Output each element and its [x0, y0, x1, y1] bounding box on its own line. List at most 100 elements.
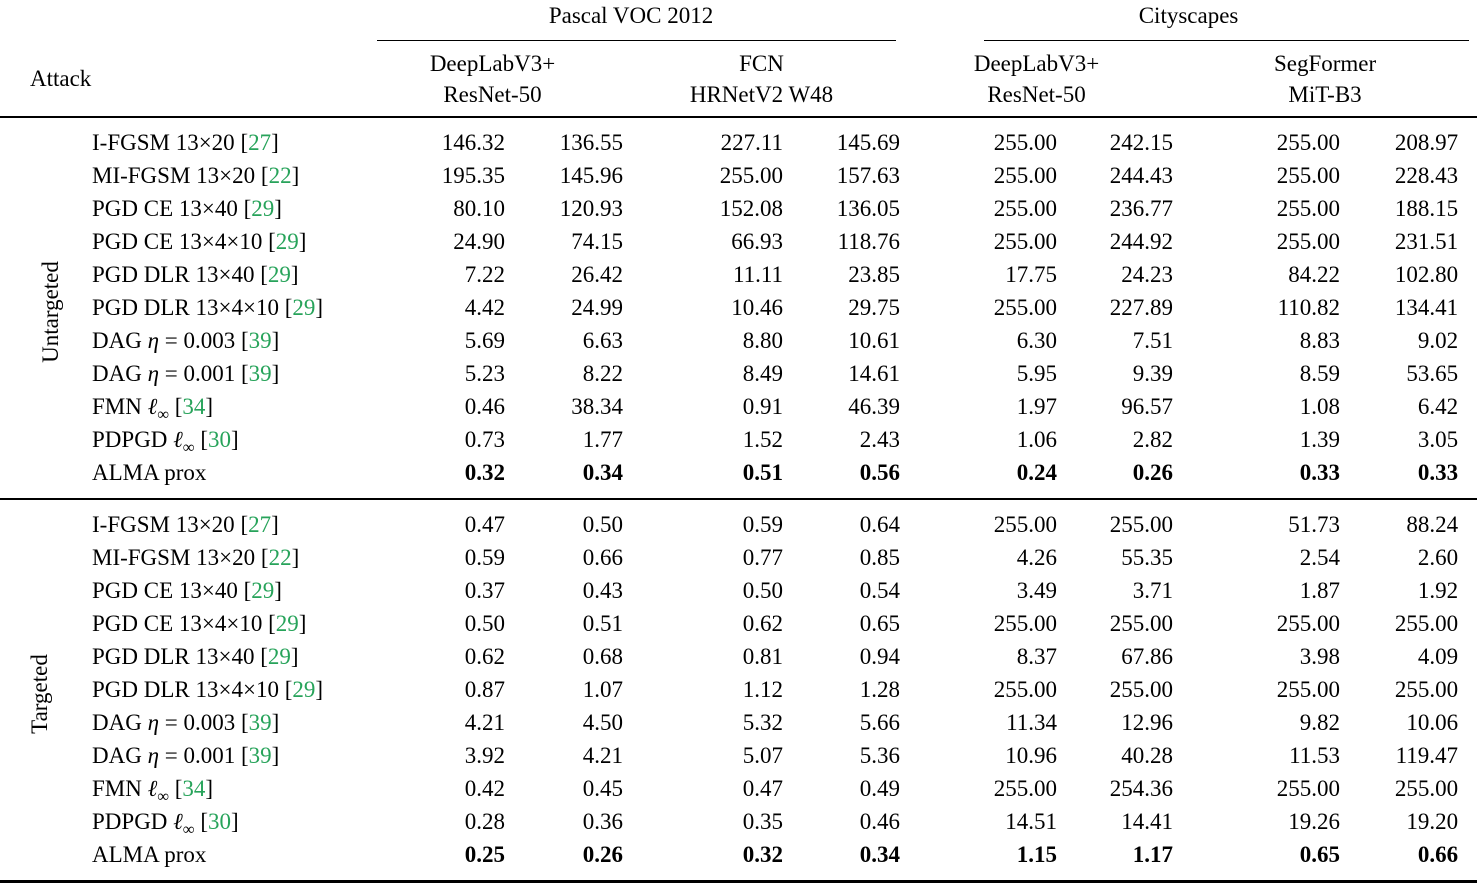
- citation-ref: 22: [268, 544, 292, 570]
- model-backbone-line: ResNet-50: [987, 81, 1086, 107]
- citation-ref: 39: [248, 360, 272, 386]
- value-cell: 14.41: [1121, 808, 1174, 834]
- attack-name: DAG η = 0.001 [39]: [92, 742, 280, 768]
- model-name-line: SegFormer: [1273, 50, 1377, 76]
- value-cell: 0.24: [1016, 459, 1058, 485]
- citation-ref: 34: [182, 775, 206, 801]
- value-cell: 0.64: [859, 511, 901, 537]
- attack-label-part: ALMA prox: [92, 841, 207, 867]
- value-cell: 255.00: [1276, 610, 1341, 636]
- value-cell: 0.65: [1299, 841, 1341, 867]
- value-cell: 23.85: [848, 261, 901, 287]
- attack-name: I-FGSM 13×20 [27]: [92, 511, 279, 537]
- citation-ref: 30: [207, 426, 231, 452]
- value-cell: 255.00: [993, 228, 1058, 254]
- value-cell: 0.66: [1417, 841, 1459, 867]
- value-cell: 1.12: [742, 676, 783, 702]
- table-row: PGD CE 13×40 [29] 0.37 0.43 0.50 0.54 3.49 3.7…: [0, 574, 1477, 607]
- value-cell: 244.92: [1109, 228, 1174, 254]
- table-row: PGD DLR 13×4×10 [29] 4.42 24.99 10.46 29.75 2…: [0, 291, 1477, 324]
- value-cell: 10.06: [1406, 709, 1459, 735]
- value-cell: 0.45: [582, 775, 623, 801]
- value-cell: 1.17: [1132, 841, 1174, 867]
- value-cell: 254.36: [1109, 775, 1174, 801]
- value-cell: 195.35: [441, 162, 505, 188]
- value-cell: 0.28: [464, 808, 505, 834]
- value-cell: 0.32: [464, 459, 505, 485]
- value-cell: 134.41: [1394, 294, 1459, 320]
- attack-label-part: ℓ: [147, 775, 158, 801]
- table-row: FMN ℓ∞ [34] 0.46 38.34 0.91 46.39 1.97 96.57 1.…: [0, 390, 1477, 423]
- model-name-line: FCN: [739, 50, 784, 76]
- value-cell: 24.90: [453, 228, 505, 254]
- attack-label-part: PDPGD: [92, 426, 174, 452]
- attack-name: DAG η = 0.003 [39]: [92, 327, 280, 353]
- value-cell: 12.96: [1121, 709, 1174, 735]
- attack-label-part: DAG: [92, 742, 148, 768]
- value-cell: 255.00: [1276, 775, 1341, 801]
- value-cell: 24.23: [1121, 261, 1174, 287]
- value-cell: 152.08: [719, 195, 783, 221]
- value-cell: 0.73: [464, 426, 505, 452]
- table-row: PGD DLR 13×40 [29] 7.22 26.42 11.11 23.85 17.…: [0, 258, 1477, 291]
- citation-ref: 29: [275, 228, 299, 254]
- value-cell: 4.09: [1417, 643, 1459, 669]
- attack-label-part: I-FGSM 13×20: [92, 129, 235, 155]
- value-cell: 0.59: [464, 544, 505, 570]
- value-cell: 51.73: [1288, 511, 1341, 537]
- citation-ref: 29: [275, 610, 299, 636]
- value-cell: 5.36: [859, 742, 901, 768]
- value-cell: 0.37: [464, 577, 505, 603]
- value-cell: 2.60: [1417, 544, 1459, 570]
- attack-label-part: PGD DLR 13×4×10: [92, 676, 279, 702]
- value-cell: 8.59: [1299, 360, 1341, 386]
- table-row: PDPGD ℓ∞ [30] 0.28 0.36 0.35 0.46 14.51 14.41 1…: [0, 805, 1477, 838]
- value-cell: 5.95: [1016, 360, 1058, 386]
- attack-label-part: η: [147, 327, 160, 353]
- value-cell: 0.46: [859, 808, 901, 834]
- value-cell: 0.65: [859, 610, 901, 636]
- citation-ref: 29: [251, 577, 275, 603]
- citation-ref: 29: [251, 195, 275, 221]
- value-cell: 0.34: [582, 459, 623, 485]
- value-cell: 5.66: [859, 709, 901, 735]
- value-cell: 9.02: [1417, 327, 1459, 353]
- attack-label-part: η: [147, 742, 160, 768]
- attack-name: DAG η = 0.001 [39]: [92, 360, 280, 386]
- table-row: MI-FGSM 13×20 [22] 0.59 0.66 0.77 0.85 4.26 55…: [0, 541, 1477, 574]
- value-cell: 3.71: [1132, 577, 1174, 603]
- model-header-deeplabv3-resnet50-cityscapes: DeepLabV3+ ResNet-50: [900, 41, 1173, 117]
- value-cell: 208.97: [1394, 129, 1459, 155]
- section-label-text: Untargeted: [37, 261, 63, 363]
- value-cell: 236.77: [1109, 195, 1174, 221]
- value-cell: 24.99: [571, 294, 623, 320]
- attack-name: PGD DLR 13×4×10 [29]: [92, 294, 324, 320]
- value-cell: 7.51: [1132, 327, 1174, 353]
- value-cell: 11.34: [1006, 709, 1058, 735]
- value-cell: 255.00: [993, 610, 1058, 636]
- attack-name: FMN ℓ∞ [34]: [92, 393, 214, 424]
- value-cell: 40.28: [1121, 742, 1174, 768]
- value-cell: 255.00: [1109, 676, 1174, 702]
- value-cell: 10.46: [731, 294, 783, 320]
- value-cell: 146.32: [441, 129, 505, 155]
- model-backbone-line: MiT-B3: [1288, 81, 1362, 107]
- citation-ref: 39: [248, 742, 272, 768]
- attack-label-part: = 0.001: [159, 742, 236, 768]
- attack-name: PGD DLR 13×40 [29]: [92, 261, 299, 287]
- attack-name: PGD CE 13×4×10 [29]: [92, 610, 307, 636]
- attack-label-part: FMN: [92, 393, 148, 419]
- table-row: Untargeted I-FGSM 13×20 [27] 146.32 136.55 2…: [0, 117, 1477, 363]
- value-cell: 11.53: [1289, 742, 1341, 768]
- value-cell: 2.43: [859, 426, 901, 452]
- section-targeted: Targeted I-FGSM 13×20 [27] 0.47 0.50 0.59 0.6…: [0, 499, 1477, 882]
- value-cell: 0.50: [464, 610, 505, 636]
- attack-label-part: PGD CE 13×40: [92, 195, 238, 221]
- attack-label-part: ∞: [157, 404, 169, 424]
- attack-label-part: η: [147, 360, 160, 386]
- value-cell: 255.00: [993, 195, 1058, 221]
- value-cell: 26.42: [571, 261, 623, 287]
- attack-label-part: ℓ: [173, 808, 183, 834]
- value-cell: 255.00: [1276, 228, 1341, 254]
